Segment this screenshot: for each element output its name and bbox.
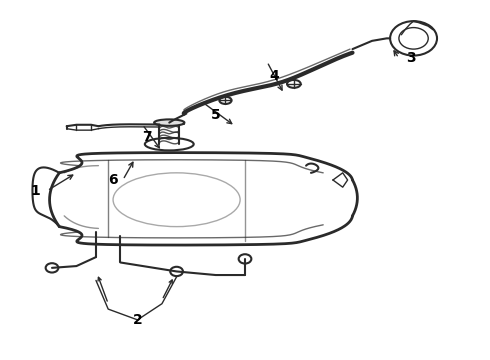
Text: 2: 2: [133, 313, 143, 327]
Ellipse shape: [154, 120, 184, 126]
Text: 5: 5: [211, 108, 220, 122]
Text: 4: 4: [270, 69, 279, 83]
Text: 1: 1: [30, 184, 40, 198]
Text: 6: 6: [108, 173, 118, 187]
Text: 7: 7: [143, 130, 152, 144]
Text: 3: 3: [406, 51, 416, 65]
